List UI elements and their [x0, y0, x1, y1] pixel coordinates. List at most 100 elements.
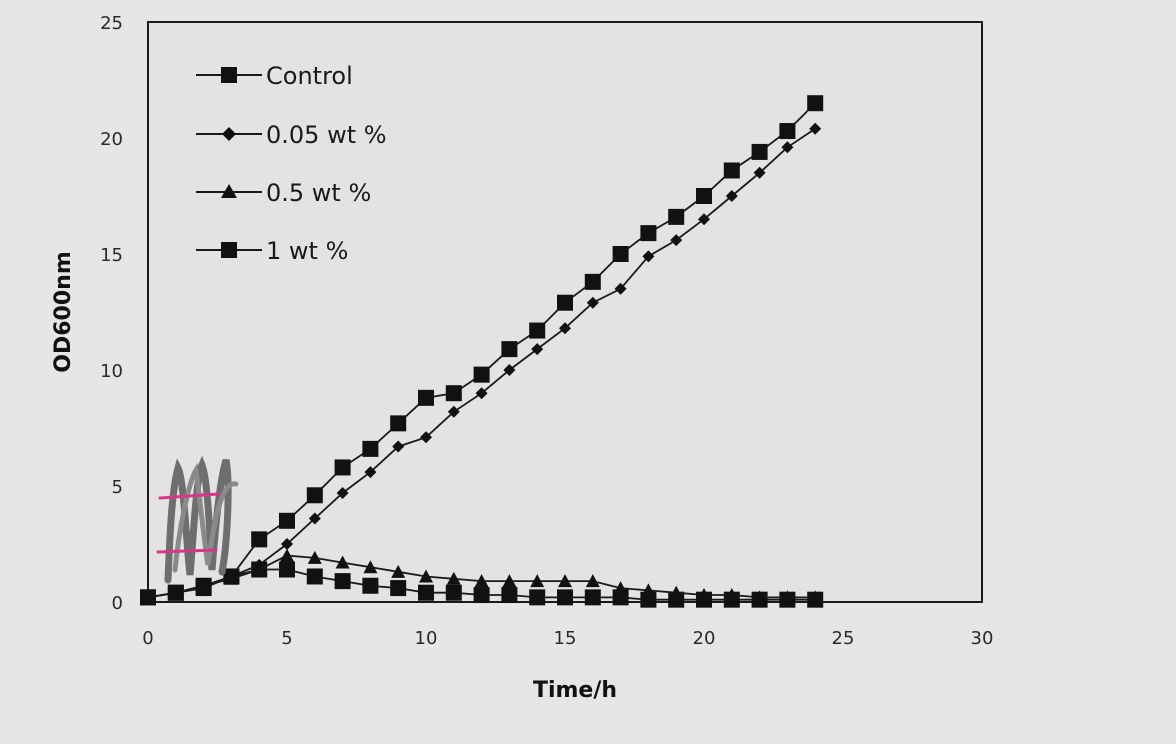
- legend-entry-1-wt: 1 wt %: [196, 237, 348, 265]
- data-point-0-05-wt: [475, 387, 488, 400]
- y-tick-labels: 0 5 10 15 20 25: [100, 13, 123, 614]
- data-point-1-wt: [584, 589, 601, 606]
- y-tick-label: 25: [100, 13, 123, 34]
- data-point-control: [445, 385, 462, 402]
- legend-label-control: Control: [266, 62, 353, 90]
- data-point-0-5-wt: [280, 548, 294, 562]
- y-tick-label: 10: [100, 361, 123, 382]
- data-point-0-5-wt: [697, 588, 711, 602]
- data-point-0-5-wt: [419, 569, 433, 583]
- data-point-0-05-wt: [781, 141, 794, 154]
- data-point-0-05-wt: [809, 122, 822, 135]
- y-tick-label: 0: [112, 593, 123, 614]
- data-point-control: [362, 440, 379, 457]
- y-tick-label: 5: [112, 477, 123, 498]
- data-point-control: [807, 95, 824, 112]
- data-point-0-5-wt: [752, 590, 767, 604]
- data-point-0-05-wt: [392, 440, 405, 453]
- pen-scribble: [156, 455, 239, 584]
- legend: Control 0.05 wt % 0.5 wt % 1 wt %: [196, 62, 387, 265]
- x-tick-label: 30: [971, 628, 994, 649]
- legend-marker-triangle: [221, 184, 237, 198]
- legend-label-0-05-wt: 0.05 wt %: [266, 121, 387, 149]
- data-point-control: [668, 208, 685, 225]
- data-point-0-5-wt: [474, 574, 489, 588]
- data-point-1-wt: [473, 587, 490, 604]
- data-point-control: [418, 389, 434, 406]
- data-point-control: [501, 341, 518, 358]
- data-point-control: [390, 415, 407, 432]
- data-point-0-5-wt: [446, 571, 461, 585]
- data-point-1-wt: [529, 589, 546, 606]
- data-point-control: [557, 294, 573, 311]
- data-point-0-05-wt: [420, 431, 432, 444]
- data-point-0-05-wt: [670, 234, 683, 247]
- data-point-0-05-wt: [281, 538, 293, 550]
- data-point-1-wt: [334, 573, 351, 590]
- x-tick-label: 0: [142, 628, 153, 649]
- data-point-control: [612, 246, 629, 262]
- data-point-control: [251, 531, 268, 548]
- data-point-0-5-wt: [391, 564, 406, 578]
- data-point-control: [723, 162, 740, 179]
- data-point-control: [279, 512, 295, 529]
- data-point-control: [473, 366, 490, 383]
- data-point-0-05-wt: [503, 364, 516, 376]
- data-point-control: [167, 584, 184, 601]
- data-point-1-wt: [557, 589, 573, 606]
- data-point-0-5-wt: [363, 560, 378, 574]
- data-point-0-5-wt: [558, 574, 572, 588]
- data-point-control: [529, 322, 546, 339]
- data-point-0-5-wt: [641, 583, 656, 597]
- data-point-control: [306, 487, 323, 504]
- data-point-control: [779, 123, 796, 140]
- data-point-0-05-wt: [253, 558, 266, 571]
- data-point-0-05-wt: [447, 405, 460, 418]
- x-tick-label: 15: [554, 628, 577, 649]
- data-point-0-5-wt: [669, 585, 684, 599]
- legend-entry-0-5-wt: 0.5 wt %: [196, 179, 371, 207]
- data-point-0-05-wt: [642, 250, 655, 263]
- data-point-0-05-wt: [336, 486, 349, 499]
- data-point-0-05-wt: [531, 343, 544, 356]
- data-point-0-5-wt: [335, 555, 350, 569]
- x-tick-label: 20: [693, 628, 716, 649]
- legend-marker-square: [221, 242, 237, 258]
- data-point-1-wt: [390, 580, 407, 597]
- data-point-control: [195, 580, 212, 597]
- data-point-0-5-wt: [502, 574, 517, 588]
- y-tick-label: 15: [100, 245, 123, 266]
- data-point-0-05-wt: [698, 213, 710, 226]
- data-point-0-5-wt: [585, 574, 600, 588]
- x-tick-label: 25: [832, 628, 855, 649]
- data-point-0-05-wt: [614, 282, 627, 295]
- data-point-0-5-wt: [613, 581, 628, 595]
- legend-entry-0-05-wt: 0.05 wt %: [196, 121, 387, 149]
- legend-label-0-5-wt: 0.5 wt %: [266, 179, 371, 207]
- data-point-0-05-wt: [753, 166, 766, 179]
- data-point-control: [334, 459, 351, 476]
- y-tick-label: 20: [100, 129, 123, 150]
- data-point-0-5-wt: [780, 590, 795, 604]
- data-point-0-05-wt: [586, 296, 599, 309]
- data-point-0-5-wt: [724, 588, 739, 602]
- data-point-control: [640, 225, 657, 242]
- x-tick-labels: 0 5 10 15 20 25 30: [142, 628, 993, 649]
- data-point-control: [751, 143, 768, 160]
- data-point-1-wt: [501, 587, 518, 604]
- data-point-1-wt: [362, 577, 379, 594]
- plot-frame: [147, 21, 983, 603]
- series-layer: [140, 95, 824, 608]
- y-axis-title: OD600nm: [51, 251, 76, 372]
- data-point-control: [696, 188, 712, 204]
- legend-entry-control: Control: [196, 62, 353, 90]
- data-point-1-wt: [306, 568, 323, 585]
- data-point-0-5-wt: [808, 590, 823, 604]
- legend-marker-square: [221, 67, 237, 83]
- legend-marker-diamond: [222, 127, 236, 141]
- data-point-1-wt: [279, 561, 295, 578]
- data-point-control: [584, 273, 601, 290]
- data-point-0-05-wt: [725, 190, 738, 202]
- data-point-0-05-wt: [559, 322, 571, 335]
